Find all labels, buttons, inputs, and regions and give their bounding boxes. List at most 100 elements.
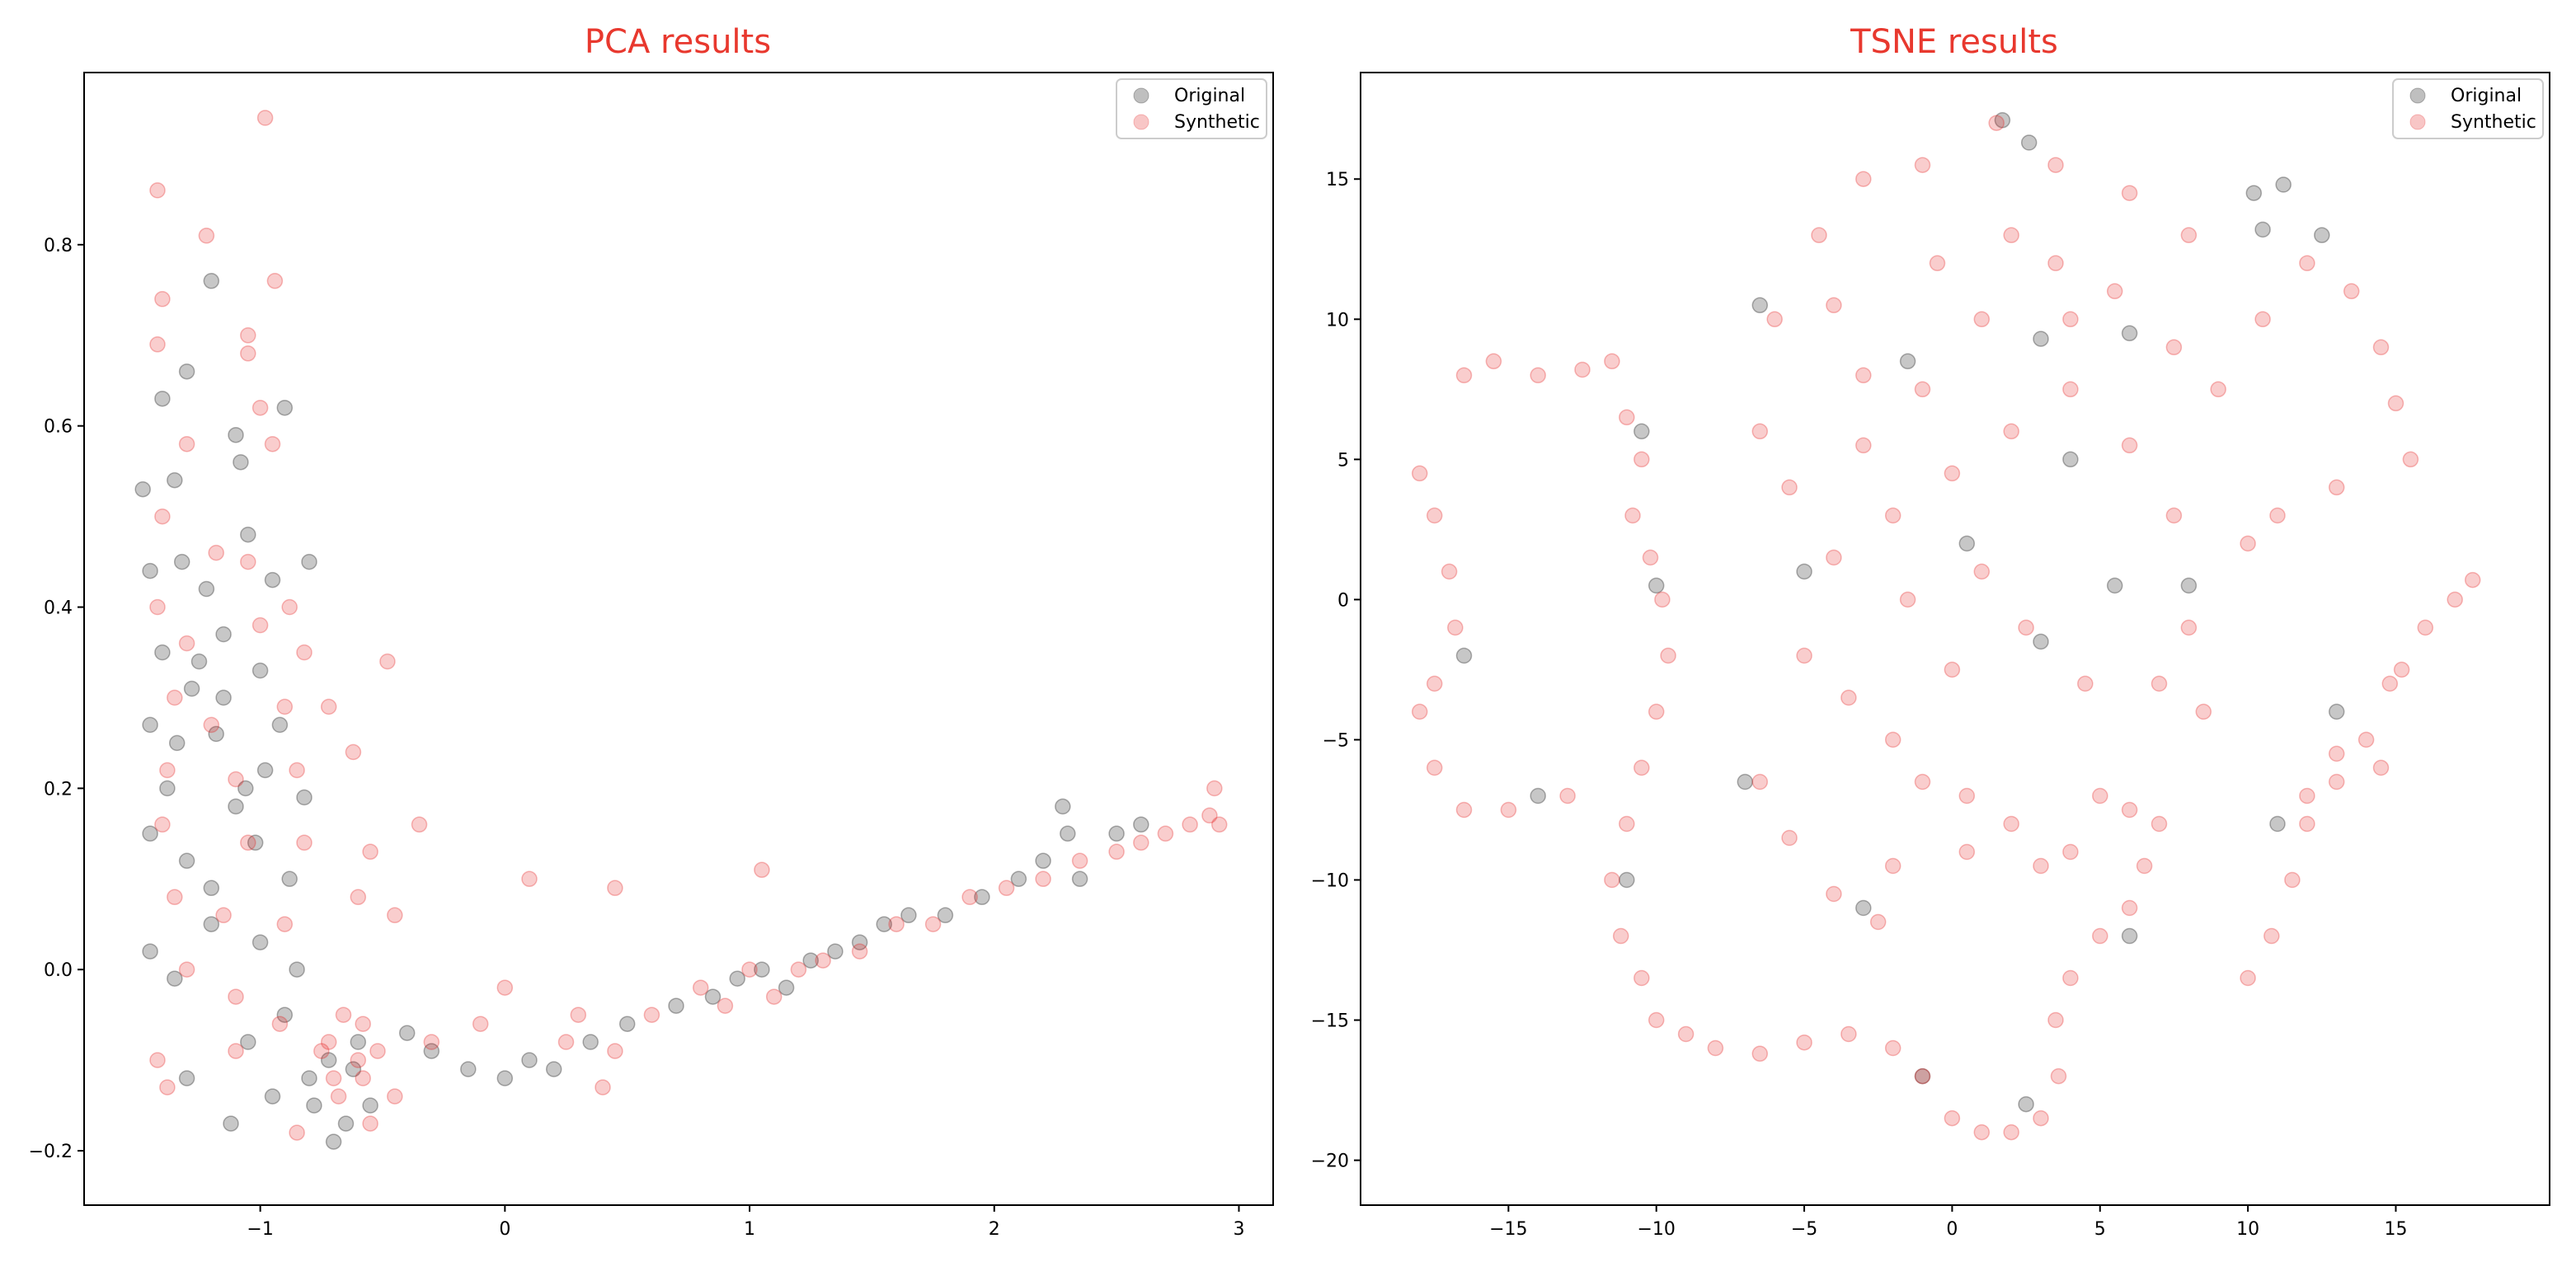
pca-point-synthetic (228, 771, 244, 788)
pca-point-original (1035, 852, 1051, 870)
tsne-plot-frame (1360, 72, 2550, 1206)
tsne-point-synthetic (2136, 857, 2153, 875)
pca-point-original (167, 970, 183, 987)
pca-point-original (301, 1070, 317, 1086)
pca-point-original (183, 680, 200, 697)
tsne-point-synthetic (2328, 773, 2345, 791)
tsne-point-synthetic (2299, 255, 2315, 272)
tsne-point-synthetic (1826, 549, 1842, 566)
tsne-point-synthetic (1840, 1025, 1857, 1043)
tsne-point-original (2121, 325, 2138, 342)
pca-point-original (271, 716, 289, 734)
tsne-point-original (2033, 331, 2049, 347)
pca-point-synthetic (472, 1016, 489, 1032)
tsne-point-synthetic (1884, 507, 1901, 524)
pca-point-original (142, 716, 158, 734)
pca-point-original (264, 571, 281, 589)
tsne-y-tick-label: −20 (1311, 1152, 1349, 1172)
pca-point-original (754, 961, 770, 978)
pca-point-original (154, 644, 171, 661)
pca-point-synthetic (240, 327, 256, 344)
tsne-point-synthetic (2003, 1124, 2019, 1141)
pca-point-original (289, 961, 305, 978)
pca-point-original (301, 553, 317, 570)
tsne-point-synthetic (1811, 227, 1827, 244)
tsne-point-synthetic (2343, 283, 2360, 300)
pca-point-original (173, 553, 190, 570)
pca-point-synthetic (240, 553, 256, 570)
pca-points-layer (134, 110, 1228, 1150)
pca-point-original (178, 363, 195, 380)
tsne-point-synthetic (2299, 787, 2315, 805)
tsne-point-synthetic (1441, 563, 1458, 580)
pca-point-synthetic (296, 834, 313, 851)
pca-y-tick-label: 0.4 (44, 598, 73, 619)
tsne-point-synthetic (1884, 1039, 1901, 1057)
tsne-point-synthetic (1634, 969, 1650, 987)
tsne-point-synthetic (1958, 843, 1976, 861)
pca-point-original (851, 934, 868, 950)
tsne-point-synthetic (1796, 1034, 1812, 1051)
pca-x-tick-label: 3 (1233, 1219, 1244, 1240)
tsne-y-tick-label: 0 (1337, 590, 1349, 611)
tsne-point-synthetic (1411, 703, 1428, 720)
pca-point-synthetic (741, 961, 758, 978)
pca-point-original (154, 390, 171, 407)
pca-point-synthetic (240, 345, 256, 362)
pca-point-original (134, 481, 151, 498)
tsne-point-synthetic (2269, 507, 2286, 524)
pca-point-original (256, 762, 274, 779)
tsne-point-synthetic (1634, 759, 1650, 776)
tsne-point-original (1634, 423, 1650, 440)
pca-point-original (142, 943, 158, 959)
tsne-point-synthetic (1455, 801, 1473, 819)
tsne-point-original (2269, 815, 2286, 833)
tsne-point-synthetic (1899, 591, 1916, 608)
tsne-point-synthetic (2210, 381, 2226, 398)
tsne-point-synthetic (1642, 549, 1659, 566)
pca-point-original (778, 979, 795, 996)
pca-point-original (296, 789, 313, 806)
pca-point-synthetic (320, 698, 337, 715)
pca-point-original (362, 1097, 378, 1114)
tsne-point-synthetic (2402, 451, 2419, 468)
pca-y-tick-label: 0.6 (44, 417, 73, 438)
pca-y-tick-label: −0.2 (29, 1142, 73, 1162)
tsne-panel: TSNE results −15 −10 −5 0 5 10 15 −20 −15 −10 −5 0 5… (1311, 23, 2550, 1240)
pca-point-original (237, 780, 254, 797)
tsne-point-synthetic (2381, 675, 2399, 692)
pca-point-synthetic (159, 762, 176, 779)
tsne-point-synthetic (1973, 1124, 1991, 1141)
pca-point-synthetic (1071, 852, 1088, 870)
tsne-point-synthetic (1634, 451, 1650, 468)
tsne-legend-marker-original (2409, 87, 2426, 104)
tsne-legend-box (2392, 78, 2544, 139)
tsne-y-tick-label: −10 (1311, 870, 1349, 891)
tsne-x-tick-label: 0 (1946, 1219, 1958, 1240)
pca-point-original (876, 916, 892, 932)
pca-point-synthetic (790, 961, 807, 978)
tsne-point-synthetic (1677, 1025, 1695, 1043)
tsne-point-original (2314, 227, 2330, 244)
tsne-point-synthetic (1751, 773, 1769, 791)
tsne-point-synthetic (2047, 157, 2064, 173)
pca-point-synthetic (251, 617, 269, 634)
pca-legend-marker-original (1133, 87, 1149, 104)
tsne-point-synthetic (1973, 311, 1991, 328)
pca-point-synthetic (149, 1052, 166, 1068)
tsne-axis-ticks: −15 −10 −5 0 5 10 15 −20 −15 −10 −5 0 5 10 15 (1311, 170, 2408, 1240)
pca-point-synthetic (240, 834, 256, 851)
tsne-point-original (2254, 221, 2271, 238)
pca-point-original (251, 662, 269, 679)
tsne-point-synthetic (2018, 619, 2034, 636)
tsne-point-synthetic (1958, 787, 1976, 805)
pca-point-synthetic (570, 1006, 587, 1023)
pca-point-original (276, 1006, 294, 1023)
pca-x-tick-label: 1 (744, 1219, 755, 1240)
tsne-point-synthetic (2328, 745, 2345, 762)
tsne-point-synthetic (1751, 1045, 1769, 1063)
tsne-x-tick-label: 5 (2094, 1219, 2106, 1240)
tsne-point-synthetic (1840, 689, 1857, 706)
tsne-point-synthetic (2062, 381, 2079, 398)
tsne-point-synthetic (1654, 591, 1671, 608)
